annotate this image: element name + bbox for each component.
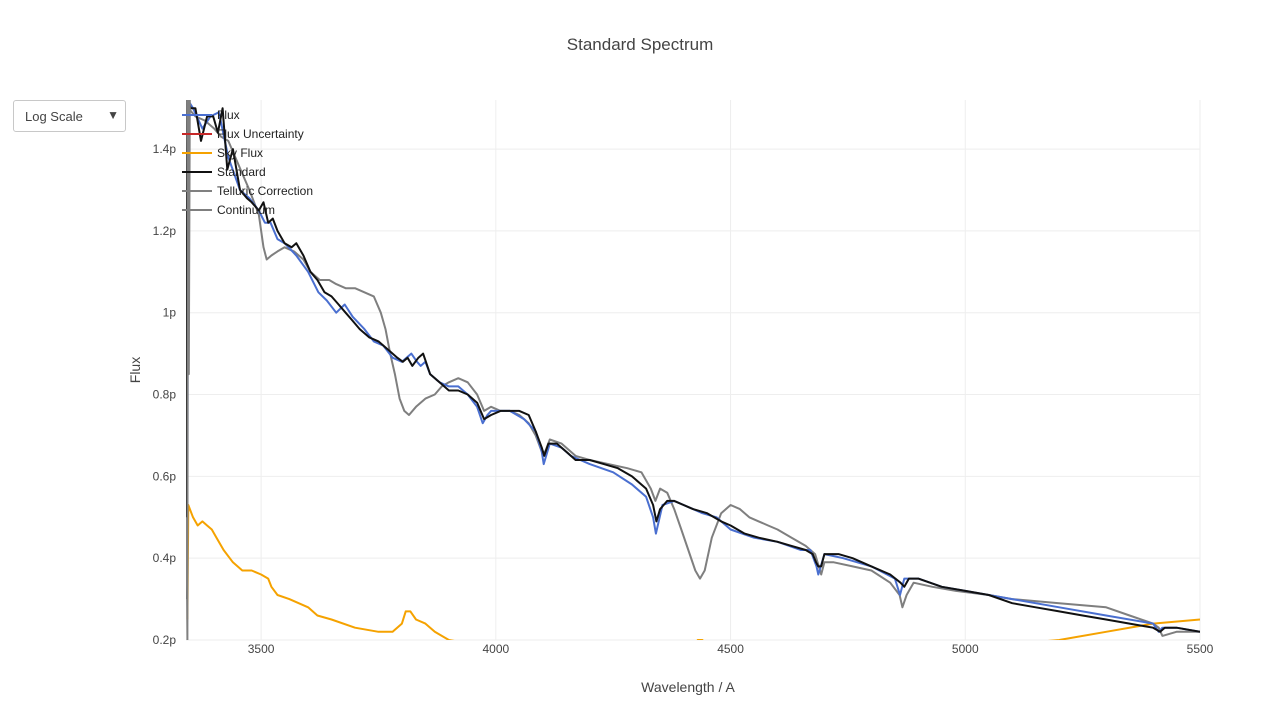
y-tick-label: 1p — [163, 306, 177, 320]
scale-dropdown[interactable]: Log Scale ▼ — [13, 100, 126, 132]
grid-layer — [186, 100, 1201, 641]
y-tick-label: 0.8p — [153, 388, 177, 402]
x-tick-label: 5000 — [952, 642, 979, 656]
legend-label: Flux Uncertainty — [217, 127, 304, 141]
legend-item-standard[interactable]: Standard — [182, 165, 266, 179]
legend-item-flux[interactable]: Flux — [182, 108, 240, 122]
y-tick-label: 0.6p — [153, 469, 177, 483]
legend-label: Sky Flux — [217, 146, 263, 160]
legend[interactable]: Flux Flux Uncertainty Sky Flux Standard Tell… — [182, 108, 313, 217]
x-tick-label: 5500 — [1187, 642, 1214, 656]
series-layer — [186, 100, 1200, 640]
y-tick-label: 0.2p — [153, 633, 177, 647]
legend-item-sky-flux[interactable]: Sky Flux — [182, 146, 263, 160]
legend-item-telluric-correction[interactable]: Telluric Correction — [182, 184, 313, 198]
tick-layer: 3500 4000 4500 5000 5500 0.2p 0.4p 0.6p 0.8p 1p 1.… — [153, 142, 1214, 656]
legend-label: Standard — [217, 165, 266, 179]
y-axis-label: Flux — [127, 357, 143, 383]
series-line-sky-flux — [186, 504, 1200, 640]
legend-label: Telluric Correction — [217, 184, 313, 198]
chevron-down-icon: ▼ — [107, 108, 119, 122]
legend-label: Continuum — [217, 203, 275, 217]
x-tick-label: 4500 — [717, 642, 744, 656]
y-tick-label: 0.4p — [153, 551, 177, 565]
x-tick-label: 3500 — [248, 642, 275, 656]
x-axis-label: Wavelength / A — [641, 679, 735, 695]
y-tick-label: 1.4p — [153, 142, 177, 156]
series-line-standard — [186, 100, 1200, 633]
series-line-flux — [186, 100, 1200, 633]
legend-item-continuum[interactable]: Continuum — [182, 203, 275, 217]
y-tick-label: 1.2p — [153, 224, 177, 238]
series-line-continuum — [187, 107, 1200, 637]
legend-item-flux-uncertainty[interactable]: Flux Uncertainty — [182, 127, 304, 141]
scale-dropdown-label: Log Scale — [25, 109, 83, 124]
x-tick-label: 4000 — [482, 642, 509, 656]
chart-title: Standard Spectrum — [567, 35, 713, 54]
series-line-telluric-correction — [186, 100, 191, 640]
legend-label: Flux — [217, 108, 240, 122]
